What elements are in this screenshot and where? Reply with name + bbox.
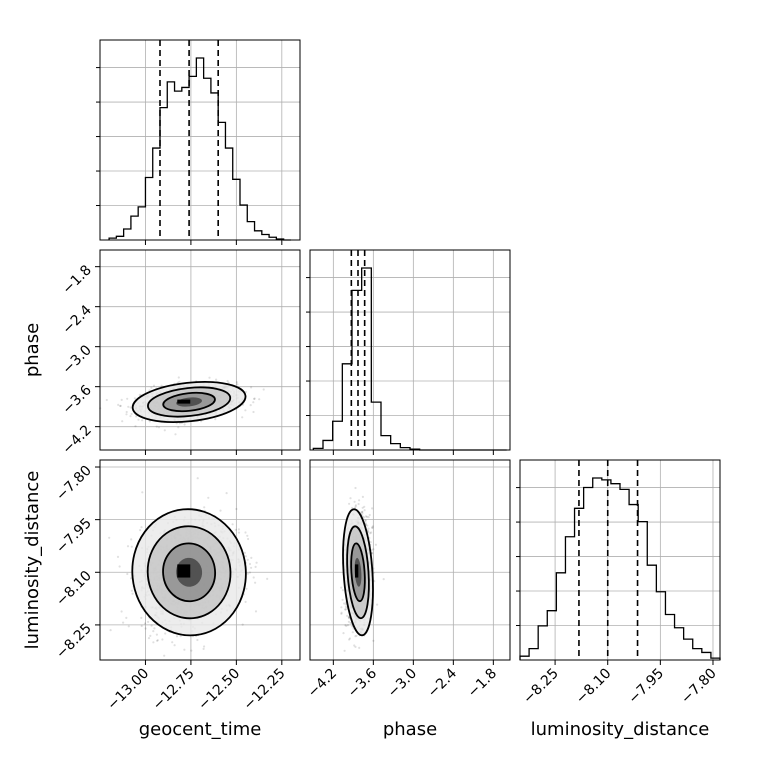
- pair-frame-luminosity-distance-vs-phase: [309, 459, 511, 661]
- contour-line: [131, 508, 247, 637]
- x-axis-label-luminosity-distance: luminosity_distance: [531, 719, 710, 740]
- contour-line: [162, 391, 216, 413]
- histogram-luminosity-distance: [519, 460, 721, 660]
- scatter-luminosity-distance-vs-geocent-time: [108, 477, 269, 657]
- contour-line: [162, 542, 217, 603]
- histogram-outline: [108, 57, 291, 241]
- x-axis-label-phase: phase: [383, 719, 437, 740]
- contour-line: [147, 386, 232, 418]
- pair-frame-luminosity-distance-vs-geocent-time: [99, 459, 301, 661]
- hist-frame-geocent-time: [99, 39, 301, 241]
- x-axis-label-geocent-time: geocent_time: [139, 719, 262, 740]
- histogram-geocent-time: [108, 40, 291, 241]
- hist-frame-phase: [309, 249, 511, 451]
- density-peak: [355, 564, 359, 578]
- y-axis-label-phase: phase: [22, 323, 43, 377]
- hist-frame-luminosity-distance: [519, 459, 721, 661]
- contour-line: [146, 525, 232, 620]
- hist-grid-phase: [306, 250, 510, 450]
- contour-line: [346, 525, 370, 620]
- y-axis-label-luminosity-distance: luminosity_distance: [22, 471, 43, 650]
- density-peak: [177, 399, 191, 404]
- contour-line: [350, 542, 366, 603]
- scatter-phase-vs-geocent-time: [99, 376, 265, 436]
- pair-grid-luminosity-distance-vs-phase: [310, 460, 510, 660]
- density-peak: [177, 564, 191, 578]
- scatter-luminosity-distance-vs-phase: [340, 486, 385, 652]
- contour-line: [131, 381, 247, 423]
- histogram-outline: [519, 477, 721, 660]
- pair-frame-phase-vs-geocent-time: [99, 249, 301, 451]
- hist-grid-geocent-time: [96, 40, 300, 240]
- contour-line: [342, 508, 374, 637]
